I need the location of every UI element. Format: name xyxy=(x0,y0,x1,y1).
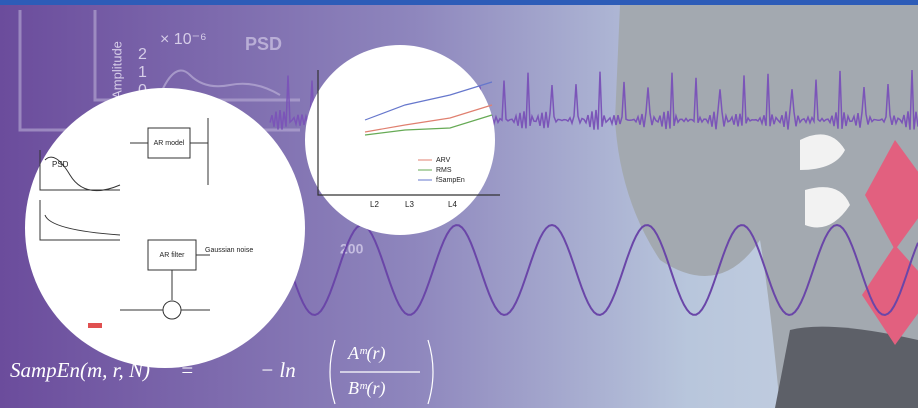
graphical-abstract: PSD × 10⁻⁶ 2 1 0 Amplitude 200 PSD AR mo… xyxy=(0,0,918,408)
noise-label: Gaussian noise xyxy=(205,247,253,254)
x-tick-label: L4 xyxy=(448,200,457,209)
bg-y-tick: 1 xyxy=(138,64,147,81)
filter-block: AR filter xyxy=(160,252,186,259)
legend-entry: fSampEn xyxy=(436,177,465,184)
x-tick-label: L3 xyxy=(405,200,414,209)
formula-numerator: Aᵐ(r) xyxy=(347,343,386,364)
top-bar xyxy=(0,0,918,5)
bg-psd-title: PSD xyxy=(245,34,282,54)
bg-y-tick: 2 xyxy=(138,46,147,63)
formula-lhs: SampEn(m, r, N) xyxy=(10,358,150,382)
legend-entry: RMS xyxy=(436,167,452,174)
ar-block: AR model xyxy=(154,140,185,147)
right-circle xyxy=(305,45,495,235)
bg-exponent: × 10⁻⁶ xyxy=(160,31,207,48)
formula-denominator: Bᵐ(r) xyxy=(348,378,386,399)
x-tick-label: L2 xyxy=(370,200,379,209)
psd-label: PSD xyxy=(52,160,69,169)
red-marker xyxy=(88,323,102,328)
formula-equals: = xyxy=(180,358,194,382)
legend-entry: ARV xyxy=(436,157,451,164)
bg-y-label: Amplitude xyxy=(109,41,124,99)
formula-operator: − ln xyxy=(260,358,296,382)
